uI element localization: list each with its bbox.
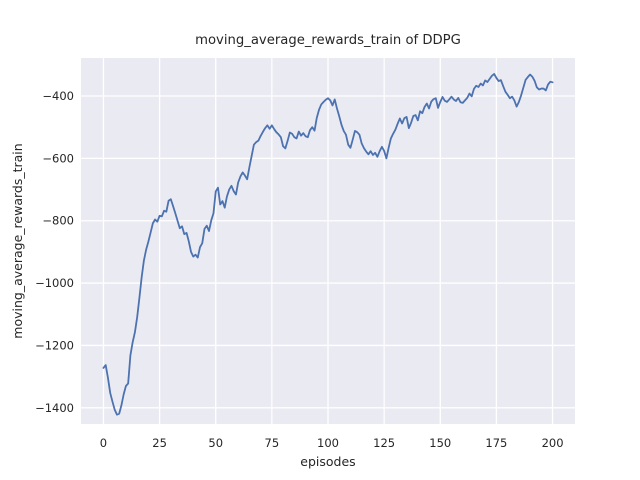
y-tick-label: −1400 — [35, 401, 74, 415]
y-axis-label: moving_average_rewards_train — [10, 143, 25, 338]
y-tick-label: −400 — [42, 89, 74, 103]
y-tick-label: −1000 — [35, 276, 74, 290]
x-tick-label: 0 — [100, 436, 107, 450]
y-tick-label: −800 — [42, 214, 74, 228]
gridlines — [81, 58, 575, 424]
chart-title: moving_average_rewards_train of DDPG — [195, 33, 461, 48]
y-tick-label: −600 — [42, 151, 74, 165]
x-tick-label: 200 — [542, 436, 564, 450]
x-axis-label: episodes — [300, 454, 355, 469]
x-tick-label: 25 — [152, 436, 167, 450]
x-tick-label: 150 — [429, 436, 451, 450]
x-tick-label: 75 — [265, 436, 280, 450]
x-tick-labels: 0 25 50 75 100 125 150 175 200 — [100, 436, 564, 450]
x-tick-label: 100 — [317, 436, 339, 450]
x-tick-label: 50 — [208, 436, 223, 450]
x-tick-label: 125 — [373, 436, 395, 450]
series-line-moving_average_rewards_train — [102, 73, 554, 416]
data-series — [102, 73, 554, 416]
y-tick-labels: −400 −600 −800 −1000 −1200 −1400 — [35, 89, 74, 415]
x-tick-label: 175 — [485, 436, 507, 450]
y-tick-label: −1200 — [35, 338, 74, 352]
